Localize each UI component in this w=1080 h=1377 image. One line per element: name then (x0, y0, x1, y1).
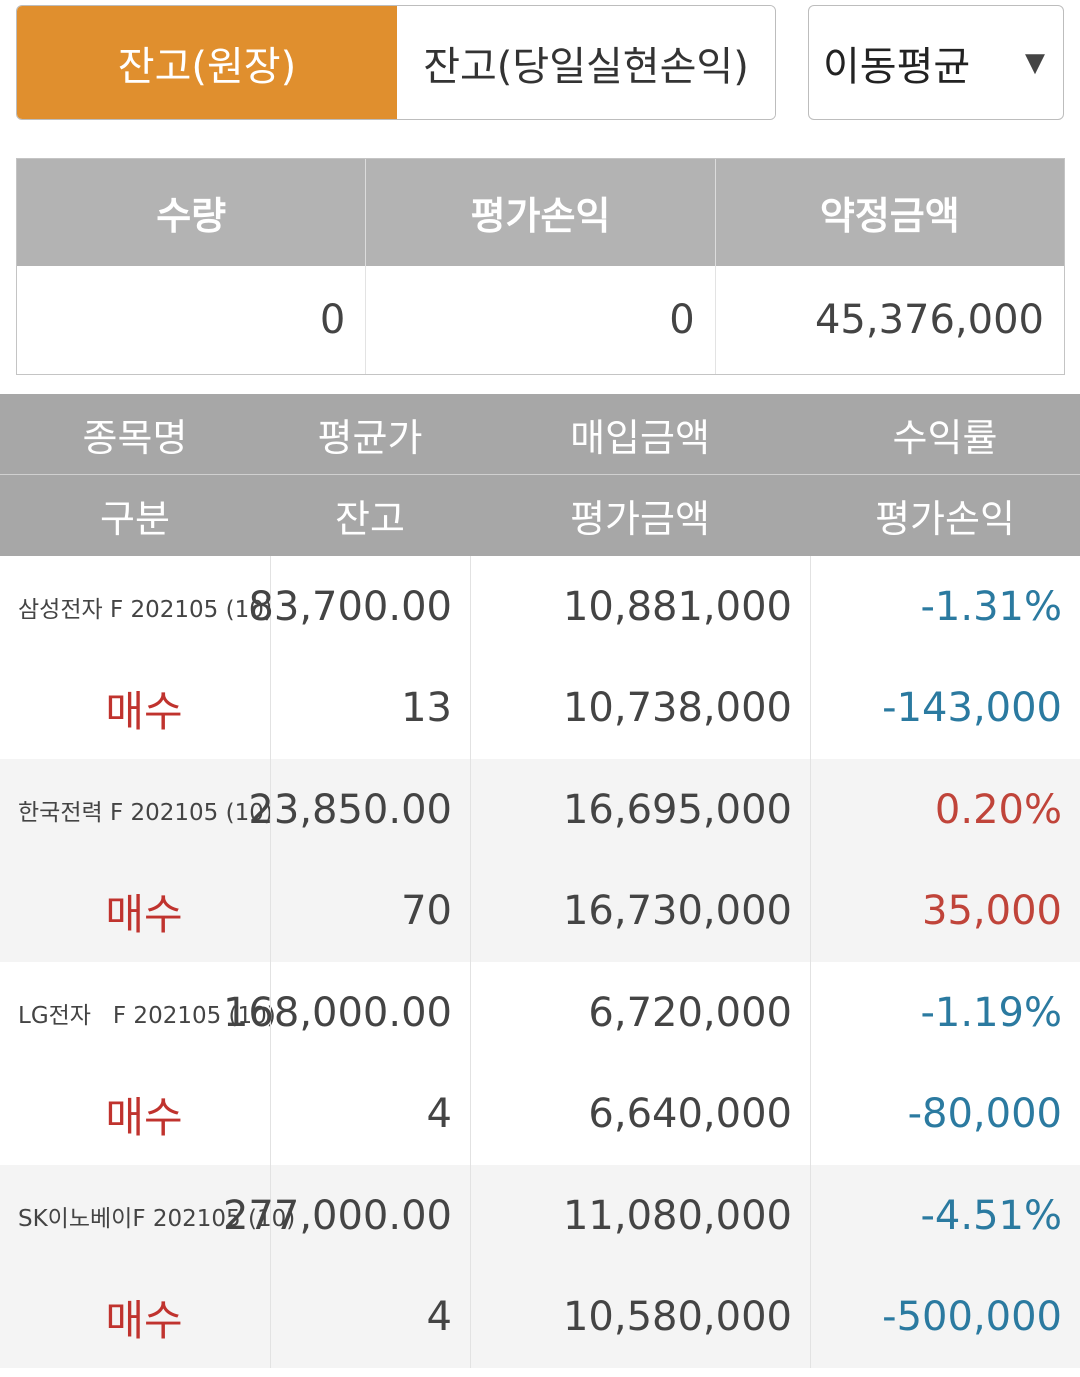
average-method-select[interactable]: 이동평균 ▼ (808, 5, 1064, 120)
holding-avg-price: 83,700.00 (248, 556, 470, 657)
holdings-list: 삼성전자 F 202105 (10) 83,700.00 10,881,000 … (0, 556, 1080, 1368)
holding-avg-price: 277,000.00 (223, 1165, 470, 1266)
summary-value-row: 0 0 45,376,000 (17, 266, 1064, 374)
summary-header-quantity: 수량 (17, 159, 367, 266)
holding-buy-amount: 11,080,000 (470, 1165, 810, 1266)
holding-return-rate: -1.31% (810, 556, 1080, 657)
holding-eval-amount: 10,580,000 (470, 1266, 810, 1368)
col-header-name: 종목명 (82, 415, 188, 460)
holding-balance: 4 (270, 1063, 470, 1165)
col-header-buy-amount: 매입금액 (570, 415, 710, 460)
holding-avg-price: 23,850.00 (248, 759, 470, 860)
holding-eval-pl: -80,000 (810, 1063, 1080, 1165)
col-header-eval-pl: 평가손익 (875, 497, 1015, 541)
summary-header-contract-amount: 약정금액 (819, 194, 960, 238)
holding-balance: 4 (270, 1266, 470, 1368)
holding-row[interactable]: LG전자 F 202105 (10) 168,000.00 6,720,000 … (0, 962, 1080, 1165)
holding-return-rate: 0.20% (810, 759, 1080, 860)
holding-eval-pl: 35,000 (810, 860, 1080, 962)
dropdown-arrow-icon: ▼ (1025, 47, 1045, 78)
holding-eval-pl: -500,000 (810, 1266, 1080, 1368)
holding-row[interactable]: 한국전력 F 202105 (10) 23,850.00 16,695,000 … (0, 759, 1080, 962)
col-header-eval-amount: 평가금액 (570, 497, 710, 541)
holding-avg-price: 168,000.00 (223, 962, 470, 1063)
summary-table: 수량 평가손익 약정금액 0 0 45,376,000 (16, 158, 1065, 375)
average-method-value: 이동평균 (823, 43, 971, 90)
balance-tab-group: 잔고(원장) 잔고(당일실현손익) (16, 5, 776, 120)
holding-eval-amount: 16,730,000 (470, 860, 810, 962)
holding-side-badge: 매수 (105, 1295, 183, 1345)
tab-balance-ledger[interactable]: 잔고(원장) (17, 6, 397, 119)
holding-return-rate: -1.19% (810, 962, 1080, 1063)
holding-buy-amount: 10,881,000 (470, 556, 810, 657)
holding-eval-pl: -143,000 (810, 657, 1080, 759)
holding-buy-amount: 6,720,000 (470, 962, 810, 1063)
holdings-header-row-2: 구분 잔고 평가금액 평가손익 (0, 474, 1080, 556)
holdings-header: 종목명 평균가 매입금액 수익률 구분 잔고 평가금액 평가손익 (0, 394, 1080, 556)
holding-name: 삼성전자 F 202105 (10) (18, 596, 273, 623)
holding-name: LG전자 F 202105 (10) (18, 1002, 276, 1029)
summary-header-row: 수량 평가손익 약정금액 (17, 159, 1064, 266)
holding-row[interactable]: SK이노베이F 202105 (10) 277,000.00 11,080,00… (0, 1165, 1080, 1368)
holding-eval-amount: 10,738,000 (470, 657, 810, 759)
col-header-avg-price: 평균가 (317, 415, 423, 460)
holding-buy-amount: 16,695,000 (470, 759, 810, 860)
summary-quantity-value: 0 (17, 266, 367, 374)
holding-side-badge: 매수 (105, 889, 183, 939)
tab-balance-realized-pl[interactable]: 잔고(당일실현손익) (397, 6, 775, 119)
holding-row[interactable]: 삼성전자 F 202105 (10) 83,700.00 10,881,000 … (0, 556, 1080, 759)
holding-name: 한국전력 F 202105 (10) (18, 799, 273, 826)
summary-contract-amount-value: 45,376,000 (814, 297, 1044, 343)
holding-side-badge: 매수 (105, 686, 183, 736)
holding-name: SK이노베이F 202105 (10) (18, 1205, 296, 1232)
holdings-header-row-1: 종목명 평균가 매입금액 수익률 (0, 394, 1080, 474)
col-header-return-rate: 수익률 (892, 415, 998, 460)
holding-balance: 70 (270, 860, 470, 962)
summary-header-eval-pl: 평가손익 (366, 159, 716, 266)
holding-balance: 13 (270, 657, 470, 759)
holding-side-badge: 매수 (105, 1092, 183, 1142)
holding-return-rate: -4.51% (810, 1165, 1080, 1266)
col-header-balance: 잔고 (335, 497, 405, 541)
holding-eval-amount: 6,640,000 (470, 1063, 810, 1165)
col-header-side: 구분 (100, 497, 170, 541)
summary-eval-pl-value: 0 (366, 266, 716, 374)
